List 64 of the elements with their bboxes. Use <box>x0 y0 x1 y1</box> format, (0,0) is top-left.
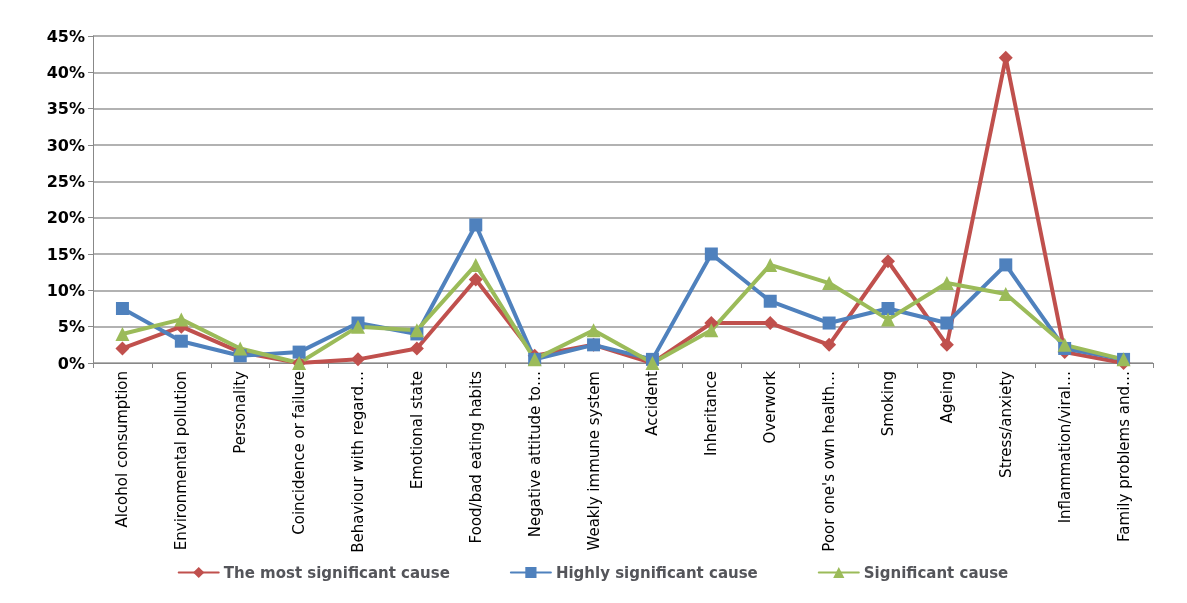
x-tick-label: Negative attitude to… <box>525 371 544 538</box>
x-tick-label: Accident <box>643 370 662 436</box>
point <box>469 218 483 232</box>
point <box>351 319 365 334</box>
point <box>115 326 130 341</box>
point <box>822 276 837 291</box>
point <box>939 337 954 352</box>
legend-label: The most significant cause <box>223 563 450 582</box>
point <box>939 276 954 291</box>
y-tick-label: 5% <box>57 317 85 337</box>
x-tick-label: Weakly immune system <box>584 371 603 551</box>
y-tick-label: 30% <box>46 135 85 155</box>
point <box>998 50 1013 65</box>
x-tick-label: Environmental pollution <box>172 371 191 551</box>
point <box>881 302 895 315</box>
point <box>468 272 483 287</box>
y-tick-label: 20% <box>46 208 85 228</box>
point <box>351 352 365 367</box>
y-tick-label: 25% <box>46 171 85 191</box>
x-tick-label: Overwork <box>761 370 780 444</box>
point <box>822 316 836 330</box>
x-tick-label: Alcohol consumption <box>113 371 132 528</box>
point <box>586 323 601 338</box>
x-tick-label: Inflammation/viral… <box>1055 371 1074 524</box>
y-tick-label: 10% <box>46 280 85 300</box>
y-tick-label: 45% <box>46 26 85 46</box>
legend-label: Highly significant cause <box>555 563 758 582</box>
point <box>940 316 954 330</box>
point <box>704 247 718 261</box>
x-tick-label: Family problems and… <box>1114 371 1133 542</box>
point <box>115 302 129 315</box>
point <box>292 345 306 359</box>
point <box>233 341 248 356</box>
y-tick-label: 15% <box>46 244 85 264</box>
x-tick-label: Poor one's own health… <box>820 371 839 552</box>
x-tick-label: Emotional state <box>407 371 426 490</box>
y-tick-label: 40% <box>46 62 85 82</box>
point <box>881 312 895 327</box>
point <box>763 257 778 272</box>
x-tick-label: Food/bad eating habits <box>466 370 485 544</box>
y-tick-label: 35% <box>46 99 85 119</box>
x-tick-label: Ageing <box>937 371 956 424</box>
x-tick-label: Stress/anxiety <box>996 370 1015 478</box>
point <box>409 341 424 356</box>
x-tick-label: Inheritance <box>702 371 721 457</box>
point <box>174 312 189 327</box>
point <box>1057 337 1072 352</box>
x-tick-label: Behaviour with regard… <box>349 371 367 553</box>
x-tick-label: Coincidence or failure <box>290 371 309 535</box>
legend-label: Significant cause <box>863 563 1009 582</box>
point <box>174 334 188 348</box>
point <box>998 286 1013 301</box>
point <box>409 323 424 338</box>
point <box>468 257 483 272</box>
point <box>115 341 130 356</box>
point <box>763 294 777 308</box>
point <box>881 254 895 269</box>
x-tick-label: Smoking <box>879 371 897 437</box>
point <box>704 323 719 338</box>
y-tick-label: 0% <box>57 353 85 373</box>
point <box>822 337 837 352</box>
point <box>999 258 1013 272</box>
x-tick-label: Personality <box>231 370 250 454</box>
point <box>763 316 778 331</box>
